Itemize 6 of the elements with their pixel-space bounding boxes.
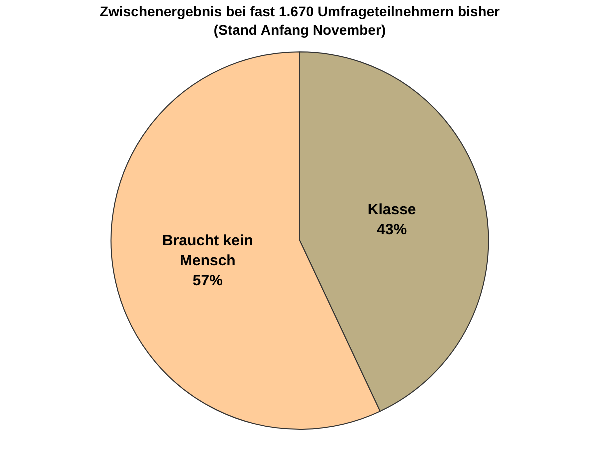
data-label: 43% [377, 221, 408, 238]
slice-label: Braucht kein Mensch [162, 232, 254, 270]
slice-label: Klasse [368, 201, 416, 218]
data-label: 57% [192, 272, 223, 290]
chart-subtitle: (Stand Anfang November) [214, 22, 386, 38]
chart-title: Zwischenergebnis bei fast 1.670 Umfrageteilnehmern bisher [100, 3, 500, 20]
